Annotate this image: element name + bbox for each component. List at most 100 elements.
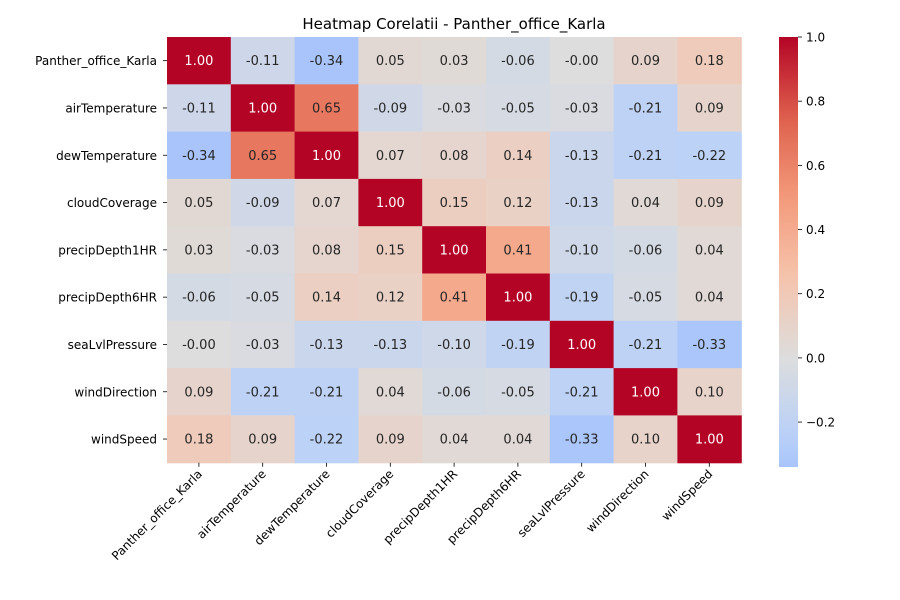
cell-value-label: 1.00: [631, 385, 660, 400]
cell-value-label: -0.05: [246, 291, 280, 306]
cell-value-label: 0.10: [695, 385, 724, 400]
colorbar-gradient: [779, 37, 798, 467]
heatmap-cell: [167, 178, 232, 227]
row-label: precipDepth1HR: [58, 243, 157, 257]
cell-value-label: -0.13: [373, 338, 407, 353]
heatmap-cell: [422, 84, 487, 133]
heatmap-cell: [549, 178, 615, 227]
cell-value-label: 0.18: [695, 54, 724, 69]
cell-value-label: 0.05: [376, 54, 405, 69]
colorbar-tick-label: 0.0: [806, 351, 825, 365]
cell-value-label: 0.15: [440, 196, 469, 211]
colorbar-tick-label: 0.4: [806, 223, 825, 237]
heatmap-cell: [294, 273, 359, 322]
heatmap-cell: [422, 273, 487, 322]
heatmap-cell: [549, 320, 615, 369]
cell-value-label: -0.06: [182, 291, 216, 306]
row-label: windDirection: [74, 385, 157, 399]
heatmap-cell: [486, 226, 551, 275]
row-label: seaLvlPressure: [68, 338, 157, 352]
heatmap-cell: [613, 273, 678, 322]
heatmap-cell: [230, 178, 296, 227]
heatmap-cell: [677, 320, 742, 369]
heatmap-cell: [613, 178, 678, 227]
heatmap-cell: [422, 226, 487, 275]
heatmap-cell: [486, 273, 551, 322]
row-label: precipDepth6HR: [58, 291, 157, 305]
heatmap-cell: [613, 37, 678, 85]
row-label: cloudCoverage: [67, 196, 157, 210]
heatmap-cell: [167, 226, 232, 275]
cell-value-label: -0.11: [182, 101, 216, 116]
heatmap-cell: [358, 273, 423, 322]
heatmap-cell: [613, 368, 678, 416]
cell-value-label: -0.13: [565, 196, 599, 211]
cell-value-label: 0.09: [631, 54, 660, 69]
chart-title: Heatmap Corelatii - Panther_office_Karla: [302, 15, 605, 34]
cell-value-label: -0.10: [437, 338, 471, 353]
cell-value-label: 0.09: [695, 196, 724, 211]
column-label: cloudCoverage: [323, 467, 397, 541]
colorbar-tick-label: 0.8: [806, 95, 825, 109]
heatmap-cell: [294, 37, 359, 85]
heatmap-cell: [677, 226, 742, 275]
cell-value-label: -0.11: [246, 54, 280, 69]
heatmap-cell: [613, 226, 678, 275]
column-label: windDirection: [583, 467, 651, 535]
heatmap-cell: [358, 320, 423, 369]
heatmap-cell: [549, 37, 615, 85]
heatmap-cell: [358, 415, 423, 464]
heatmap-cell: [167, 273, 232, 322]
heatmap-cell: [230, 84, 296, 133]
cell-value-label: -0.19: [565, 291, 599, 306]
colorbar-tick-label: −0.2: [806, 416, 835, 430]
heatmap-cell: [294, 84, 359, 133]
heatmap-cell: [613, 415, 678, 464]
cell-value-label: -0.10: [565, 243, 599, 258]
heatmap-cell: [230, 320, 296, 369]
cell-value-label: -0.21: [629, 101, 663, 116]
cell-value-label: -0.06: [437, 385, 471, 400]
heatmap-cell: [486, 84, 551, 133]
cell-value-label: 0.65: [248, 149, 277, 164]
cell-value-label: 0.04: [695, 291, 724, 306]
heatmap-cell: [486, 131, 551, 180]
heatmap-cell: [677, 131, 742, 180]
colorbar-tick-label: 0.6: [806, 159, 825, 173]
heatmap-cell: [486, 320, 551, 369]
heatmap-cell: [677, 84, 742, 133]
heatmap-cell: [549, 368, 615, 416]
column-labels: Panther_office_KarlaairTemperaturedewTem…: [109, 462, 715, 563]
heatmap-cell: [486, 178, 551, 227]
row-label: dewTemperature: [56, 149, 157, 163]
heatmap-cell: [358, 131, 423, 180]
heatmap-cell: [358, 37, 423, 85]
colorbar: −0.2 0.0 0.2 0.4 0.6 0.8 1.0: [779, 31, 835, 467]
colorbar-tick-label: 0.2: [806, 287, 825, 301]
cell-value-label: 1.00: [376, 196, 405, 211]
row-label: windSpeed: [91, 433, 157, 447]
heatmap-cell: [613, 84, 678, 133]
heatmap-cell: [549, 273, 615, 322]
cell-value-label: 0.09: [184, 385, 213, 400]
cell-value-label: 0.15: [376, 243, 405, 258]
cell-value-label: 0.04: [631, 196, 660, 211]
cell-value-label: -0.09: [373, 101, 407, 116]
heatmap-cell: [230, 37, 296, 85]
cell-value-label: -0.21: [310, 385, 344, 400]
cell-value-label: 1.00: [695, 433, 724, 448]
cell-value-label: 0.09: [695, 101, 724, 116]
colorbar-tick-label: 1.0: [806, 31, 825, 45]
heatmap-cell: [613, 320, 678, 369]
cell-value-label: 0.08: [440, 149, 469, 164]
heatmap-cell: [358, 178, 423, 227]
cell-value-label: -0.03: [437, 101, 471, 116]
cell-value-label: 0.08: [312, 243, 341, 258]
heatmap-cell: [294, 320, 359, 369]
heatmap-cell: [230, 131, 296, 180]
heatmap-cell: [294, 178, 359, 227]
cell-value-label: -0.34: [182, 149, 216, 164]
heatmap-cell: [549, 131, 615, 180]
heatmap-cell: [486, 37, 551, 85]
cell-value-label: -0.05: [501, 385, 535, 400]
